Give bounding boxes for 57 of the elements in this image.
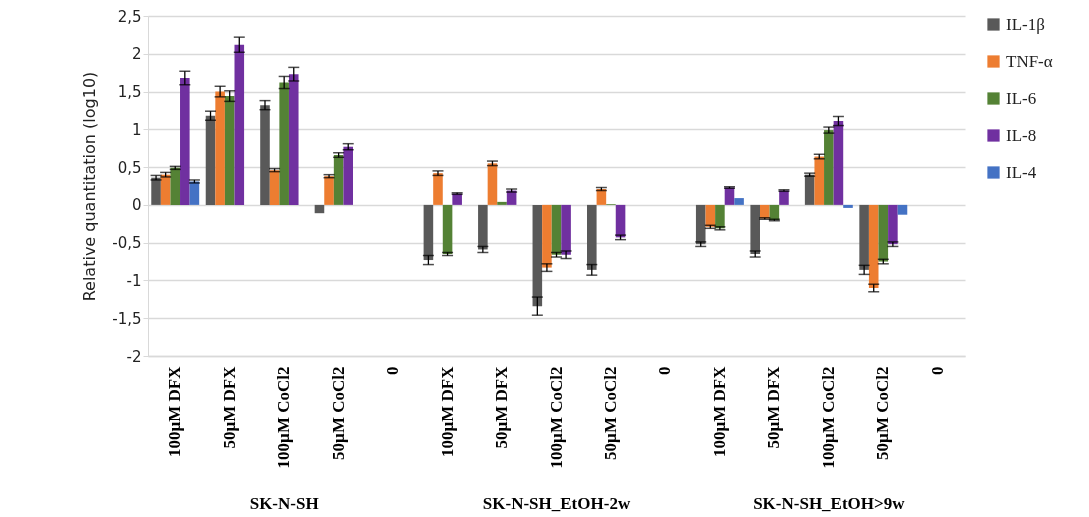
legend-label: IL-1β (1006, 14, 1045, 34)
x-tick-label: 0 (927, 366, 947, 375)
bar (859, 204, 869, 270)
y-tick-label: 2 (131, 45, 142, 64)
x-tick-label: 100µM CoCl2 (274, 366, 294, 469)
y-tick-label: 2,5 (117, 7, 142, 26)
legend-label: IL-6 (1006, 88, 1037, 108)
legend-label: TNF-α (1006, 51, 1053, 71)
x-tick-label: 100µM DFX (437, 365, 457, 458)
bar (269, 170, 280, 205)
bar (234, 44, 245, 205)
x-tick-label: 50µM CoCl2 (600, 366, 620, 460)
bar (833, 121, 844, 205)
bar (532, 204, 543, 307)
x-tick-label: 0 (383, 366, 403, 375)
y-tick-label: -1 (126, 271, 142, 290)
bar (170, 167, 181, 205)
x-tick-label: 100µM CoCl2 (818, 366, 838, 469)
bar (288, 74, 299, 205)
x-tick-label: 50µM DFX (764, 365, 784, 449)
y-tick-label: 1 (131, 120, 142, 139)
bar (215, 91, 225, 205)
text: SK-N-SH_EtOH-2w (482, 494, 631, 513)
x-tick-label: 100µM CoCl2 (546, 366, 566, 469)
legend-label: IL-4 (1006, 162, 1037, 182)
y-tick-label: 0,5 (117, 158, 142, 177)
bar (715, 204, 725, 229)
bar (843, 204, 853, 208)
x-tick-label: 100µM DFX (709, 365, 729, 458)
bar (587, 204, 597, 270)
bar (497, 201, 507, 205)
y-tick-label: -0,5 (112, 234, 142, 253)
y-tick-label: -1,5 (112, 309, 142, 328)
text: SK-N-SH (249, 494, 319, 513)
y-tick-label: -2 (126, 347, 142, 366)
x-tick-label: 50µM CoCl2 (328, 366, 348, 460)
bar (205, 115, 216, 205)
x-tick-label: 50µM DFX (219, 365, 239, 449)
bar (180, 77, 190, 205)
bar (279, 82, 289, 205)
bar (324, 176, 334, 205)
x-tick-label: 100µM DFX (165, 365, 185, 458)
bar (224, 96, 235, 205)
bar (442, 204, 453, 254)
y-tick-label: 1,5 (117, 83, 142, 102)
text: SK-N-SH_EtOH>9w (753, 494, 906, 513)
y-tick-label: 0 (131, 196, 142, 215)
x-tick-label: 0 (655, 366, 675, 375)
x-tick-label: 50µM CoCl2 (873, 366, 893, 460)
x-tick-label: 50µM DFX (492, 365, 512, 449)
bar (314, 204, 325, 214)
legend-label: IL-8 (1006, 125, 1037, 145)
bar (897, 204, 908, 215)
bar (868, 204, 879, 288)
y-axis-title: Relative quantitation (log10) (80, 71, 100, 302)
bar (260, 105, 270, 205)
bar (734, 198, 744, 205)
